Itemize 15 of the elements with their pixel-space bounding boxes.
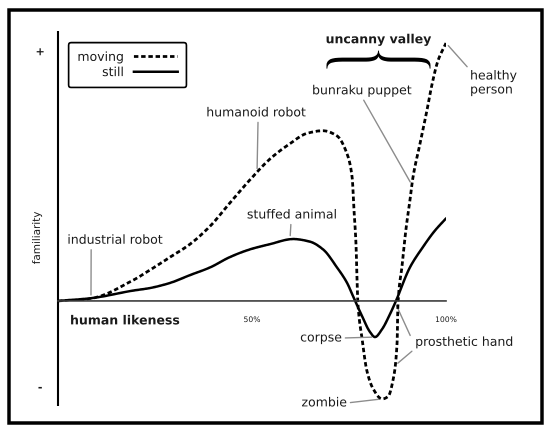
x-axis-title: human likeness xyxy=(71,314,180,325)
y-axis-title: familiarity xyxy=(32,212,42,264)
text: + xyxy=(36,48,44,56)
annotation: humanoid robot xyxy=(207,106,306,117)
legend-label: moving xyxy=(78,51,123,64)
annotation: zombie xyxy=(302,396,346,407)
legend-label: still xyxy=(102,66,123,76)
text: - xyxy=(38,386,42,388)
annotation: industrial robot xyxy=(68,234,162,244)
annotation: bunraku puppet xyxy=(313,84,412,97)
annotation: stuffed animal xyxy=(248,208,336,219)
annotation: corpse xyxy=(300,334,342,344)
annotation: prosthetic hand xyxy=(416,336,512,348)
annotation: uncanny valley xyxy=(326,34,432,46)
annotation: healthy person xyxy=(471,70,517,96)
